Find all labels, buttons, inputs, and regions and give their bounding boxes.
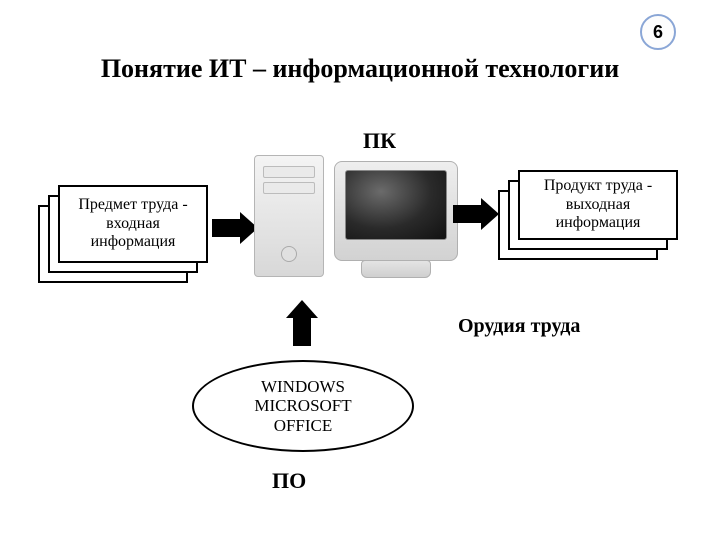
slide-title: Понятие ИТ – информационной технологии [0,54,720,84]
monitor-screen-icon [345,170,447,240]
ellipse-line-3: OFFICE [254,416,351,436]
arrow-head-icon [286,300,318,318]
pc-tower [254,155,324,277]
output-box: Продукт труда - выходная информация [518,170,678,240]
page-number-badge: 6 [640,14,676,50]
label-pc: ПК [363,128,396,154]
arrow-software-to-pc [286,300,318,346]
software-ellipse: WINDOWS MICROSOFT OFFICE [192,360,414,452]
ellipse-line-2: MICROSOFT [254,396,351,416]
output-box-text: Продукт труда - выходная информация [528,177,668,232]
input-box: Предмет труда - входная информация [58,185,208,263]
pc-illustration [254,155,464,295]
arrow-head-icon [481,198,499,230]
input-box-text: Предмет труда - входная информация [68,196,198,251]
arrow-shaft [453,205,481,223]
label-tools: Орудия труда [458,315,580,338]
arrow-input-to-pc [212,212,258,244]
page-number: 6 [653,22,663,43]
arrow-pc-to-output [453,198,499,230]
arrow-shaft [293,318,311,346]
ellipse-line-1: WINDOWS [254,377,351,397]
label-software: ПО [272,468,306,494]
ellipse-content: WINDOWS MICROSOFT OFFICE [254,377,351,436]
pc-monitor [334,161,458,261]
arrow-shaft [212,219,240,237]
power-button-icon [281,246,297,262]
monitor-stand [361,260,431,278]
